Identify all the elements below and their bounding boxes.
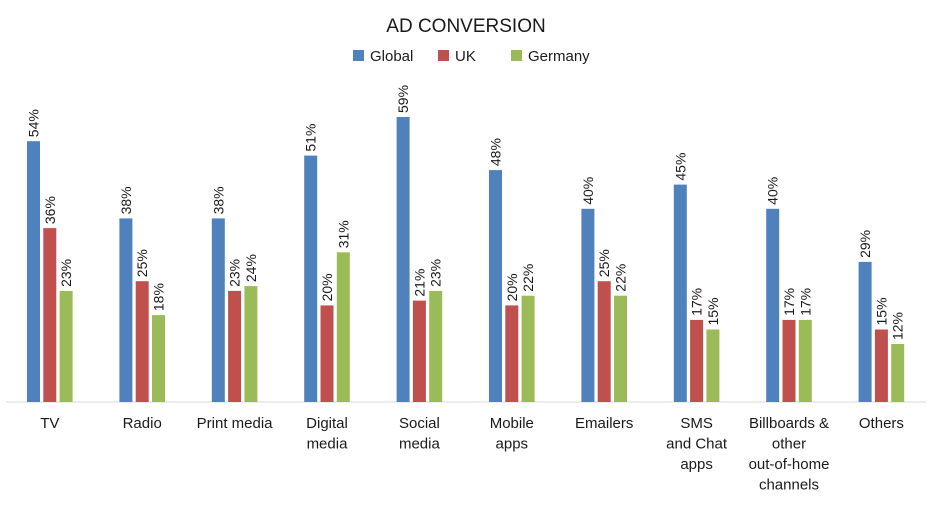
bar-germany-billboards-other-out-of-home-channels: [798, 319, 812, 402]
bar-global-emailers: [581, 208, 595, 402]
category-label-digital-media: Digital media: [306, 415, 348, 453]
category-label-sms-and-chat-apps: SMS and Chat apps: [666, 415, 728, 473]
data-label-uk-digital-media: 20%: [319, 273, 335, 301]
legend-swatch-uk: [438, 50, 449, 61]
legend: Global UK Germany: [353, 48, 590, 65]
data-label-uk-sms-and-chat-apps: 17%: [689, 288, 705, 316]
bar-germany-print-media: [244, 286, 258, 402]
data-label-uk-others: 15%: [873, 297, 889, 325]
data-label-global-emailers: 40%: [580, 177, 596, 205]
bar-uk-tv: [43, 228, 57, 402]
bar-germany-mobile-apps: [521, 295, 535, 402]
legend-label-global: Global: [370, 48, 413, 65]
bar-global-billboards-other-out-of-home-channels: [766, 208, 780, 402]
data-label-germany-mobile-apps: 22%: [520, 264, 536, 292]
bar-germany-radio: [152, 315, 165, 402]
data-label-uk-tv: 36%: [42, 196, 58, 224]
data-label-global-digital-media: 51%: [303, 124, 319, 152]
data-label-germany-social-media: 23%: [428, 259, 444, 287]
bar-uk-social-media: [412, 300, 426, 402]
data-label-uk-emailers: 25%: [596, 249, 612, 277]
category-label-billboards-other-out-of-home-channels: Billboards & other out-of-home channels: [749, 415, 830, 494]
bar-global-mobile-apps: [489, 170, 502, 402]
category-label-print-media: Print media: [197, 415, 274, 432]
bar-global-tv: [27, 141, 40, 402]
bar-germany-digital-media: [336, 252, 350, 402]
data-label-global-radio: 38%: [118, 186, 134, 214]
legend-label-uk: UK: [455, 48, 476, 65]
data-label-germany-billboards-other-out-of-home-channels: 17%: [797, 288, 813, 316]
bar-uk-others: [874, 329, 888, 402]
legend-swatch-global: [353, 50, 364, 61]
legend-swatch-germany: [511, 50, 522, 61]
bar-global-social-media: [396, 117, 410, 402]
bar-germany-others: [891, 344, 905, 402]
data-label-uk-social-media: 21%: [411, 269, 427, 297]
data-label-germany-tv: 23%: [58, 259, 74, 287]
bar-uk-emailers: [597, 281, 611, 402]
bar-global-radio: [119, 218, 133, 402]
data-label-global-print-media: 38%: [210, 186, 226, 214]
legend-label-germany: Germany: [528, 48, 590, 65]
category-label-social-media: Social media: [399, 415, 441, 453]
bar-global-others: [858, 261, 872, 402]
bar-global-digital-media: [304, 155, 318, 402]
category-labels-group: TV Radio Print media Digital media Social medi…: [40, 415, 904, 494]
bar-germany-sms-and-chat-apps: [706, 329, 720, 402]
data-label-global-others: 29%: [857, 230, 873, 258]
bar-germany-social-media: [429, 290, 443, 402]
bar-germany-emailers: [614, 295, 627, 402]
category-label-emailers: Emailers: [575, 415, 633, 432]
category-label-others: Others: [859, 415, 904, 432]
bar-global-sms-and-chat-apps: [673, 184, 687, 402]
data-label-global-billboards-other-out-of-home-channels: 40%: [765, 177, 781, 205]
bar-uk-sms-and-chat-apps: [690, 319, 704, 402]
bars-group: [27, 117, 905, 402]
bar-uk-billboards-other-out-of-home-channels: [782, 319, 796, 402]
data-label-germany-emailers: 22%: [613, 264, 629, 292]
data-label-germany-print-media: 24%: [243, 254, 259, 282]
bar-uk-digital-media: [320, 305, 334, 402]
data-label-uk-print-media: 23%: [227, 259, 243, 287]
data-label-global-mobile-apps: 48%: [488, 138, 504, 166]
data-label-germany-others: 12%: [890, 312, 906, 340]
category-label-tv: TV: [40, 415, 59, 432]
data-label-germany-digital-media: 31%: [335, 220, 351, 248]
bar-global-print-media: [211, 218, 225, 402]
chart-title: AD CONVERSION: [386, 16, 545, 37]
data-label-uk-billboards-other-out-of-home-channels: 17%: [781, 288, 797, 316]
data-label-uk-mobile-apps: 20%: [504, 273, 520, 301]
bar-uk-print-media: [228, 290, 242, 402]
data-label-germany-sms-and-chat-apps: 15%: [705, 297, 721, 325]
data-label-uk-radio: 25%: [134, 249, 150, 277]
category-label-mobile-apps: Mobile apps: [490, 415, 534, 453]
data-label-global-tv: 54%: [26, 109, 42, 137]
category-label-radio: Radio: [123, 415, 162, 432]
data-label-global-sms-and-chat-apps: 45%: [672, 153, 688, 181]
bar-germany-tv: [59, 290, 73, 402]
bar-uk-mobile-apps: [505, 305, 519, 402]
data-label-global-social-media: 59%: [395, 85, 411, 113]
bar-uk-radio: [135, 281, 149, 402]
data-labels-group: 54%36%23%38%25%18%38%23% 24%51%20%31%59%2…: [26, 85, 906, 340]
data-label-germany-radio: 18%: [151, 283, 167, 311]
